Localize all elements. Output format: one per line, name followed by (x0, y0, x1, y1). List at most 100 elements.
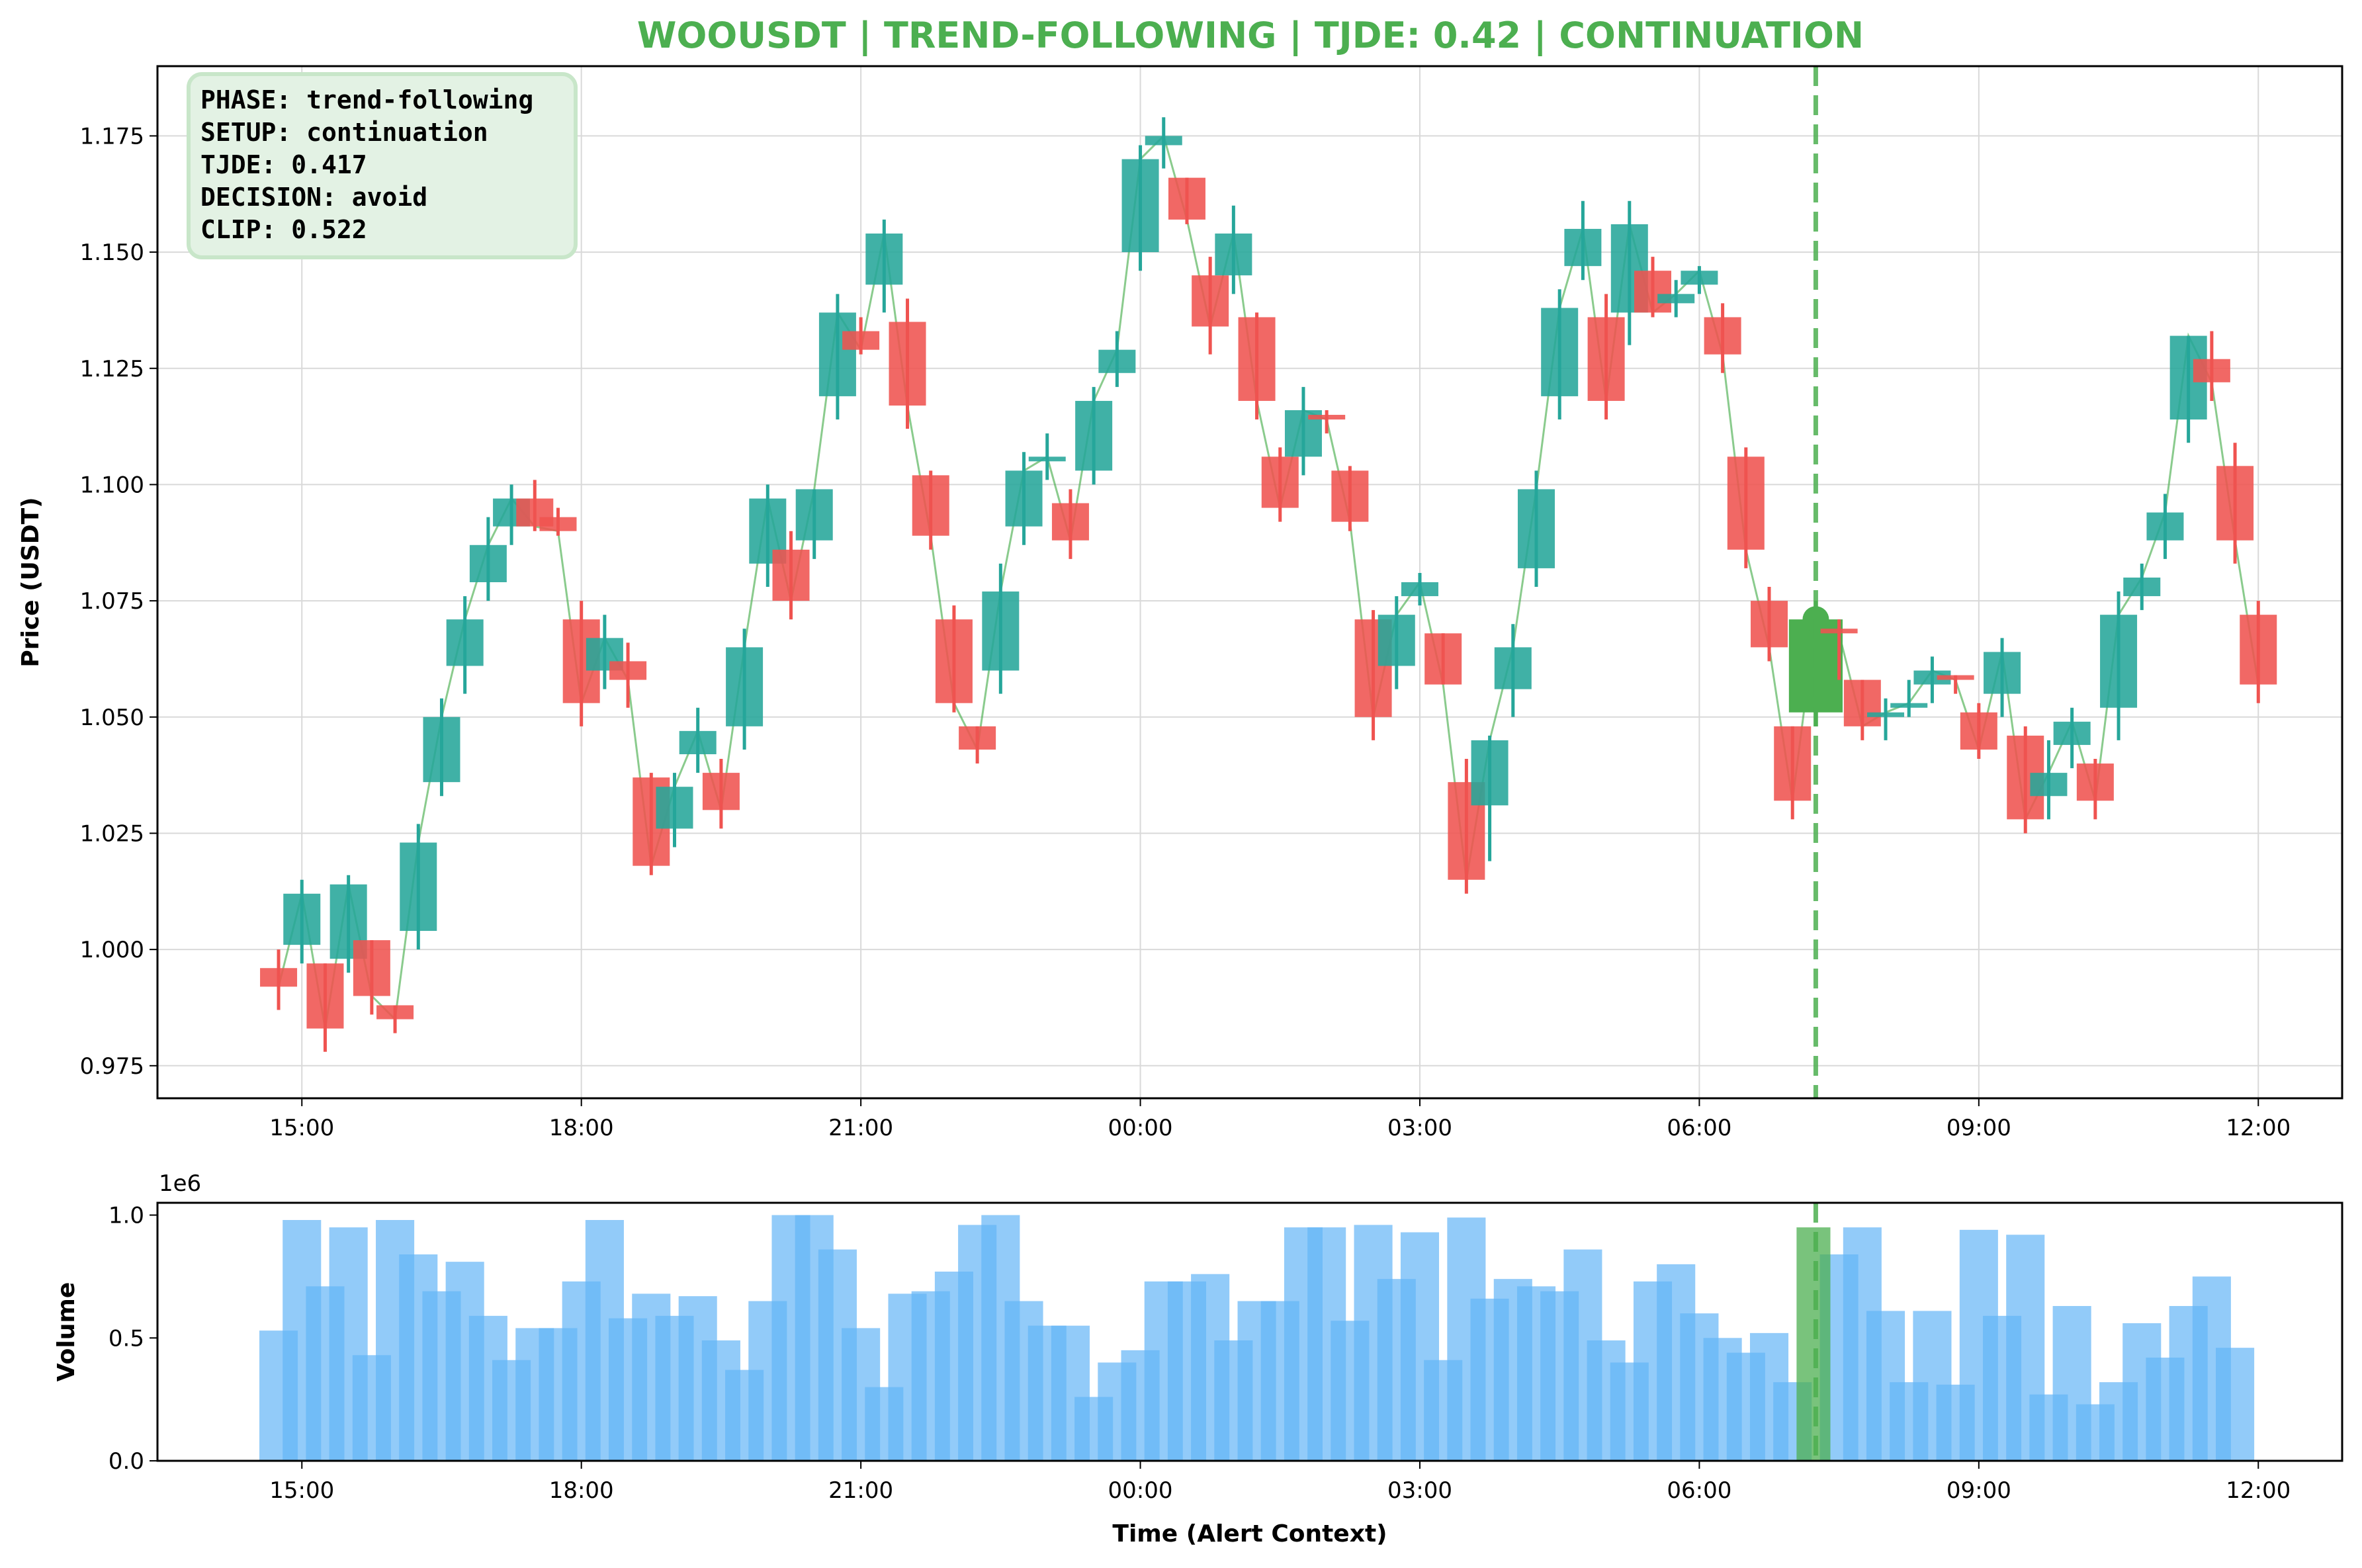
price-y-tick-label: 0.975 (80, 1053, 144, 1080)
candle-down (842, 317, 880, 355)
candle-up (679, 707, 717, 773)
candle-up (1028, 433, 1066, 480)
candle-body (1121, 159, 1159, 253)
candle-body (1471, 740, 1509, 806)
candle-down (1704, 303, 1741, 373)
candle-body (656, 787, 693, 829)
candle-down (609, 642, 647, 708)
price-panel: 0.975 1.000 1.025 1.050 1.075 1.100 1.125 1.150… (17, 65, 2343, 1141)
candle-down (1168, 177, 1205, 224)
candle-up (1401, 572, 1438, 606)
price-x-tick-label: 00:00 (1108, 1115, 1173, 1141)
volume-y-ticks: 0.0 0.5 1.0 (109, 1203, 157, 1475)
candle-up (1657, 280, 1695, 318)
candle-body (376, 1005, 414, 1020)
candle-up (656, 773, 693, 848)
candle-down (2240, 601, 2277, 703)
candle-up (818, 294, 856, 420)
candle-body (1937, 675, 1974, 680)
candle-body (889, 322, 926, 406)
candle-body (1401, 582, 1438, 597)
volume-x-tick-label: 09:00 (1946, 1477, 2011, 1504)
price-y-ticks: 0.975 1.000 1.025 1.050 1.075 1.100 1.125 1.150… (80, 123, 157, 1080)
chart-title: WOOUSDT | TREND-FOLLOWING | TJDE: 0.42 |… (637, 15, 1864, 56)
candle-up (1098, 331, 1136, 387)
price-x-tick-label: 18:00 (549, 1115, 614, 1141)
candle-body (353, 940, 390, 996)
price-x-tick-label: 12:00 (2226, 1115, 2291, 1141)
candle-up (2123, 563, 2161, 611)
candle-down (539, 507, 577, 536)
price-y-axis-label: Price (USDT) (17, 497, 44, 667)
candle-down (1937, 675, 1974, 694)
candle-down (2193, 331, 2230, 401)
candle-body (2193, 359, 2230, 382)
candle-up (2030, 740, 2068, 820)
candle-up (1564, 200, 1602, 281)
candle-body (2216, 466, 2254, 541)
candle-body (935, 619, 973, 703)
candle-body (1331, 470, 1369, 522)
price-x-tick-label: 06:00 (1667, 1115, 1731, 1141)
candle-body (1843, 679, 1881, 726)
candle-body (1238, 317, 1276, 401)
candle-up (2146, 494, 2184, 559)
candle-up (1890, 679, 1928, 717)
candle-body (1028, 457, 1066, 462)
candle-body (1820, 629, 1858, 634)
candle-body (2240, 615, 2277, 685)
candle-up (329, 875, 367, 973)
candle-body (865, 233, 903, 285)
candle-down (2007, 726, 2044, 834)
candle-down (1192, 257, 1229, 355)
candle-down (306, 963, 344, 1052)
candle-down (260, 949, 298, 1010)
price-x-tick-label: 09:00 (1946, 1115, 2011, 1141)
price-y-tick-label: 1.050 (80, 705, 144, 731)
candle-up (423, 698, 460, 797)
candle-body (1494, 647, 1532, 689)
candle-down (353, 940, 390, 1015)
volume-x-tick-label: 21:00 (828, 1477, 893, 1504)
candle-body (539, 517, 577, 531)
candle-body (423, 717, 460, 783)
candle-body (1098, 349, 1136, 373)
candle-down (1634, 257, 1672, 318)
candle-body (982, 591, 1020, 671)
volume-y-axis-label: Volume (53, 1282, 80, 1382)
candle-down (1727, 447, 1765, 568)
candle-down (1820, 619, 1858, 680)
candle-down (959, 726, 996, 764)
candle-down (912, 470, 949, 550)
candle-body (2123, 577, 2161, 597)
volume-y-tick-label: 0.5 (109, 1325, 144, 1352)
candle-down (1051, 489, 1089, 559)
volume-scale-label: 1e6 (159, 1170, 201, 1197)
candle-body (400, 842, 437, 932)
candle-body (1704, 317, 1741, 355)
volume-bar (2216, 1348, 2255, 1461)
info-box-background (187, 72, 578, 259)
price-y-tick-label: 1.000 (80, 937, 144, 963)
candle-body (1751, 601, 1788, 648)
price-x-ticks: 15:00 18:00 21:00 00:00 03:00 06:00 09:00 12:00 (269, 1098, 2291, 1141)
candle-body (609, 661, 647, 680)
candle-body (726, 647, 764, 726)
candle-up (1005, 452, 1043, 545)
volume-x-tick-label: 15:00 (269, 1477, 334, 1504)
volume-x-tick-label: 03:00 (1387, 1477, 1452, 1504)
info-setup: SETUP: continuation (200, 118, 488, 147)
candle-down (1960, 703, 1997, 760)
candle-body (1261, 457, 1299, 508)
candle-up (469, 517, 507, 601)
candle-body (959, 726, 996, 750)
candle-body (1890, 703, 1928, 708)
candle-body (1960, 712, 1997, 750)
candle-body (2100, 615, 2138, 708)
candle-body (818, 312, 856, 396)
price-x-tick-label: 03:00 (1387, 1115, 1452, 1141)
price-x-tick-label: 21:00 (828, 1115, 893, 1141)
candle-up (400, 824, 437, 950)
candle-down (1751, 587, 1788, 662)
candle-up (2053, 707, 2091, 769)
